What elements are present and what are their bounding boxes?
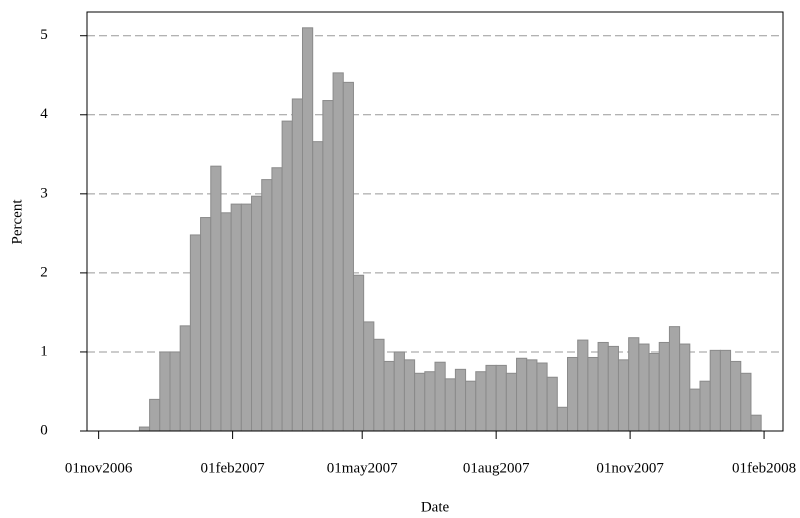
bar xyxy=(261,179,273,432)
bar xyxy=(689,388,701,432)
bar xyxy=(454,368,467,432)
bar xyxy=(138,426,151,432)
bar xyxy=(658,341,670,432)
x-tick-label: 01feb2008 xyxy=(732,460,796,476)
bar xyxy=(414,372,426,432)
bar xyxy=(567,356,579,432)
x-axis-title: Date xyxy=(421,499,450,515)
bar xyxy=(332,72,344,432)
bar xyxy=(373,338,385,432)
bar xyxy=(281,120,293,432)
bar xyxy=(291,98,303,432)
bar xyxy=(679,343,691,432)
bar xyxy=(587,356,599,432)
bar xyxy=(149,398,161,432)
bar xyxy=(597,341,609,432)
bar xyxy=(740,372,752,432)
bar xyxy=(240,203,253,432)
bar xyxy=(556,406,569,432)
bar xyxy=(638,343,650,432)
x-tick-label: 01nov2007 xyxy=(596,460,664,476)
bar xyxy=(709,349,721,432)
bar xyxy=(251,195,263,432)
plot-frame xyxy=(86,11,784,432)
y-tick-label: 2 xyxy=(40,264,48,280)
bar xyxy=(230,203,242,432)
bar xyxy=(424,371,436,432)
bar xyxy=(220,212,232,432)
bar xyxy=(617,359,630,432)
bar xyxy=(169,351,181,432)
bar xyxy=(475,371,487,432)
bar xyxy=(393,351,405,432)
bar xyxy=(750,414,762,432)
bar xyxy=(668,326,681,432)
bar xyxy=(301,27,314,432)
bar xyxy=(271,167,283,432)
bar xyxy=(505,372,518,432)
bar xyxy=(607,345,619,432)
y-tick-label: 0 xyxy=(40,422,48,438)
bar xyxy=(465,380,477,432)
x-tick-label: 01aug2007 xyxy=(463,460,530,476)
bar xyxy=(200,217,212,432)
bar xyxy=(322,100,334,432)
bar xyxy=(210,165,222,432)
bar xyxy=(730,360,742,432)
bar xyxy=(403,359,416,432)
y-tick-label: 4 xyxy=(40,106,48,122)
bar xyxy=(495,364,507,432)
bar xyxy=(546,376,558,432)
bar xyxy=(352,274,365,432)
bar xyxy=(383,360,395,432)
bar xyxy=(444,378,456,432)
y-tick-label: 3 xyxy=(40,185,48,201)
bar xyxy=(577,339,589,432)
bar xyxy=(516,357,528,432)
bar xyxy=(179,325,191,432)
bar xyxy=(719,349,732,432)
y-tick-label: 5 xyxy=(40,27,48,43)
bar xyxy=(628,337,640,432)
bar xyxy=(342,81,354,432)
bar xyxy=(312,141,324,432)
bar xyxy=(536,362,548,432)
x-tick-label: 01nov2006 xyxy=(65,460,133,476)
y-axis-title: Percent xyxy=(9,199,25,245)
bar xyxy=(648,353,660,432)
bar xyxy=(363,321,375,432)
bar xyxy=(485,364,497,432)
x-tick-label: 01may2007 xyxy=(327,460,398,476)
bar xyxy=(159,351,171,432)
bar xyxy=(526,359,538,432)
bar xyxy=(699,380,711,432)
y-tick-label: 1 xyxy=(40,343,48,359)
bar xyxy=(434,361,446,432)
bar xyxy=(189,234,202,432)
x-tick-label: 01feb2007 xyxy=(201,460,266,476)
